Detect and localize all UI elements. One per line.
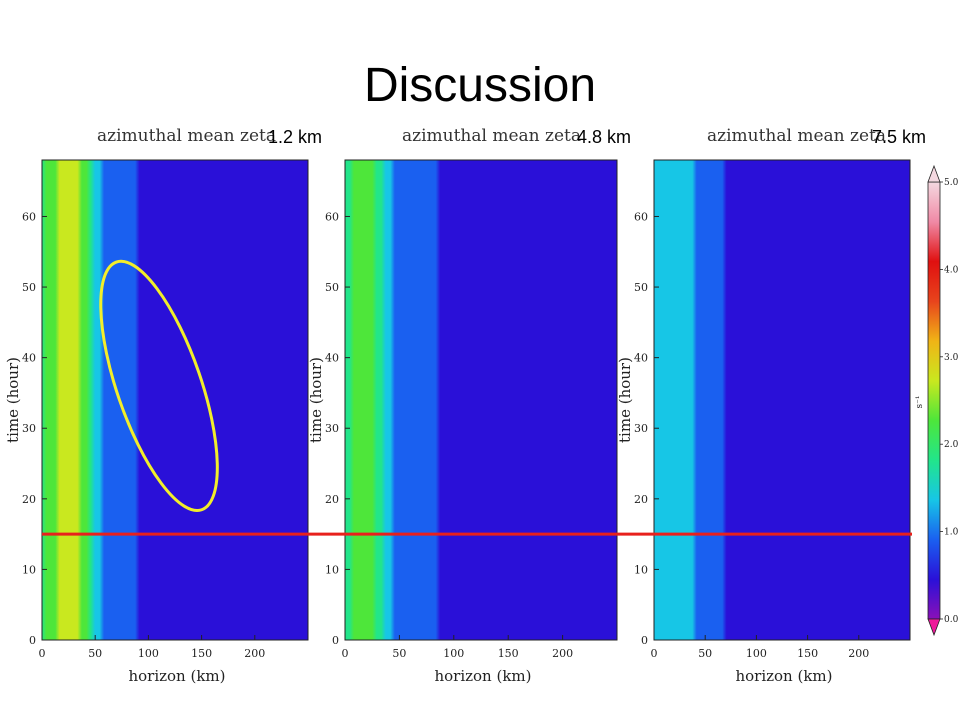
panel-3-title: azimuthal mean zeta (707, 126, 887, 146)
x-tick-label: 50 (88, 647, 102, 660)
colorbar-tick-label: 0.0 (944, 615, 959, 625)
y-axis-label: time (hour) (4, 357, 22, 443)
heatmap-panel-3: 0 10 20 30 40 50 60 0 50 100 150 200 horizon (km) tim… (616, 159, 911, 685)
x-tick-label: 150 (498, 647, 519, 660)
y-tick-label: 20 (634, 493, 648, 506)
y-tick-label: 50 (634, 281, 648, 294)
y-axis-label: time (hour) (307, 357, 325, 443)
x-axis-label: horizon (km) (434, 667, 531, 685)
panel-1-height-label: 1.2 km (268, 127, 323, 147)
y-tick-label: 0 (29, 634, 36, 647)
colorbar-tick-label: 5.0 (944, 178, 959, 188)
heatmap-field-2 (345, 160, 617, 640)
heatmap-field-1 (42, 160, 308, 640)
colorbar: 5.0 4.0 3.0 2.0 1.0 0.0 s⁻¹ (915, 164, 959, 637)
y-axis-label: time (hour) (616, 357, 634, 443)
slide-title: Discussion (363, 59, 597, 112)
colorbar-gradient (927, 181, 941, 620)
y-tick-label: 50 (325, 281, 339, 294)
colorbar-tick-label: 4.0 (944, 265, 959, 275)
panel-3-height-label: 7.5 km (872, 127, 927, 147)
y-tick-label: 60 (325, 210, 339, 223)
heatmap-panel-2: 0 10 20 30 40 50 60 0 50 100 150 200 horizon (km) tim… (307, 159, 618, 685)
x-axis-label: horizon (km) (128, 667, 225, 685)
y-tick-label: 30 (634, 422, 648, 435)
x-tick-label: 50 (392, 647, 406, 660)
heatmap-field-3 (654, 160, 910, 640)
x-tick-label: 150 (797, 647, 818, 660)
y-tick-label: 20 (325, 493, 339, 506)
y-tick-label: 60 (22, 210, 36, 223)
colorbar-tick-label: 1.0 (944, 528, 959, 538)
y-tick-label: 40 (22, 352, 36, 365)
x-tick-label: 200 (552, 647, 573, 660)
x-tick-label: 0 (342, 647, 349, 660)
plot-frame-1 (41, 159, 309, 641)
heatmap-panel-1: 0 10 20 30 40 50 60 0 50 100 150 200 horizon (km) tim… (4, 159, 309, 685)
panel-2-title: azimuthal mean zeta (402, 126, 582, 146)
highlight-ellipse (99, 259, 219, 512)
x-tick-label: 50 (698, 647, 712, 660)
y-tick-label: 0 (641, 634, 648, 647)
y-tick-label: 20 (22, 493, 36, 506)
x-tick-label: 200 (848, 647, 869, 660)
y-tick-label: 60 (634, 210, 648, 223)
plot-frame-3 (653, 159, 911, 641)
x-axis-label: horizon (km) (735, 667, 832, 685)
y-tick-label: 50 (22, 281, 36, 294)
x-tick-label: 100 (746, 647, 767, 660)
y-tick-label: 10 (634, 563, 648, 576)
y-tick-label: 40 (325, 352, 339, 365)
colorbar-unit-label: s⁻¹ (915, 396, 925, 409)
panel-2-height-label: 4.8 km (577, 127, 632, 147)
x-tick-label: 0 (651, 647, 658, 660)
colorbar-max-arrow (927, 164, 941, 183)
plot-frame-2 (344, 159, 618, 641)
y-tick-label: 30 (22, 422, 36, 435)
x-tick-label: 100 (443, 647, 464, 660)
y-tick-label: 30 (325, 422, 339, 435)
colorbar-min-arrow (927, 618, 941, 637)
panel-1-title: azimuthal mean zeta (97, 126, 277, 146)
colorbar-tick-label: 2.0 (944, 440, 959, 450)
colorbar-tick-label: 3.0 (944, 353, 959, 363)
x-tick-label: 0 (39, 647, 46, 660)
x-tick-label: 200 (244, 647, 265, 660)
x-tick-label: 150 (191, 647, 212, 660)
x-tick-label: 100 (138, 647, 159, 660)
y-tick-label: 10 (22, 563, 36, 576)
y-tick-label: 0 (332, 634, 339, 647)
y-tick-label: 40 (634, 352, 648, 365)
y-tick-label: 10 (325, 563, 339, 576)
